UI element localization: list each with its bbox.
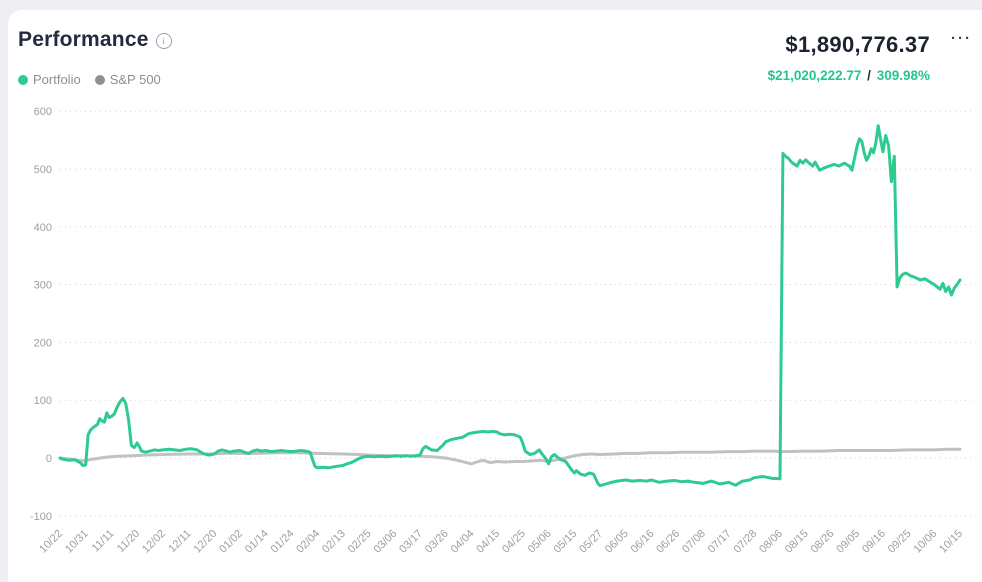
sp500-line xyxy=(58,447,962,466)
x-axis-label: 01/14 xyxy=(243,528,271,556)
x-axis-label: 03/17 xyxy=(397,528,425,556)
gain-percent: 309.98% xyxy=(876,68,930,83)
x-axis-label: 05/06 xyxy=(526,528,554,556)
performance-card: Performance i $1,890,776.37 ··· $21,020,… xyxy=(8,10,982,582)
legend-item-portfolio[interactable]: Portfolio xyxy=(18,72,81,87)
portfolio-dot-icon xyxy=(18,74,28,85)
y-axis-label: 600 xyxy=(34,106,52,118)
x-axis-label: 03/26 xyxy=(423,528,451,556)
performance-chart[interactable]: 600 500 400 300 200 100 0 -100 10/2210/3111/1111… xyxy=(8,100,982,582)
x-axis-label: 12/02 xyxy=(140,528,168,556)
portfolio-total-value: $1,890,776.37 xyxy=(785,32,930,57)
y-axis-label: 100 xyxy=(34,395,52,407)
x-axis-label: 10/06 xyxy=(911,528,939,556)
x-axis-label: 08/26 xyxy=(809,528,837,556)
x-axis-label: 11/11 xyxy=(90,528,117,555)
info-icon[interactable]: i xyxy=(155,33,172,49)
x-axis-label: 05/27 xyxy=(577,528,605,556)
legend-label-portfolio: Portfolio xyxy=(33,72,81,87)
x-axis-label: 01/02 xyxy=(217,528,245,556)
x-axis-label: 02/25 xyxy=(346,528,374,556)
x-axis-label: 07/08 xyxy=(680,528,708,556)
chart-legend: Portfolio S&P 500 xyxy=(18,72,161,87)
y-axis-label: 200 xyxy=(34,337,52,349)
x-axis-label: 11/20 xyxy=(115,528,142,555)
card-header: Performance i xyxy=(18,28,172,52)
x-axis-label: 01/24 xyxy=(269,528,297,556)
y-axis-label: 400 xyxy=(34,222,52,234)
x-axis-label: 12/20 xyxy=(191,528,219,556)
portfolio-line xyxy=(58,124,962,488)
legend-item-sp500[interactable]: S&P 500 xyxy=(94,72,161,87)
x-axis-label: 07/28 xyxy=(731,528,759,556)
x-axis-label: 08/15 xyxy=(783,528,811,556)
x-axis-label: 04/04 xyxy=(449,528,477,556)
more-options-button[interactable]: ··· xyxy=(951,30,972,47)
x-axis-label: 06/16 xyxy=(629,528,657,556)
gain-summary: $21,020,222.77 / 309.98% xyxy=(768,68,930,83)
x-axis-label: 05/15 xyxy=(551,528,579,556)
x-axis-label: 09/16 xyxy=(860,528,888,556)
x-axis-label: 09/25 xyxy=(886,528,914,556)
x-axis-label: 12/11 xyxy=(166,528,193,555)
x-axis-label: 08/06 xyxy=(757,528,785,556)
x-axis-label: 09/05 xyxy=(834,528,862,556)
x-axis-label: 07/17 xyxy=(706,528,734,556)
x-axis-label: 03/06 xyxy=(371,528,399,556)
x-axis-label: 02/04 xyxy=(294,528,322,556)
page-title: Performance xyxy=(18,28,149,51)
x-axis-label: 04/15 xyxy=(474,528,502,556)
legend-label-sp500: S&P 500 xyxy=(109,72,161,87)
gain-separator: / xyxy=(867,68,871,83)
x-axis-label: 02/13 xyxy=(320,528,348,556)
y-axis-label: 0 xyxy=(46,453,52,465)
x-axis-label: 10/31 xyxy=(63,528,91,556)
x-axis-label: 04/25 xyxy=(500,528,528,556)
gain-amount: $21,020,222.77 xyxy=(767,68,862,83)
y-axis-label: 300 xyxy=(34,280,52,292)
x-axis-label: 06/26 xyxy=(654,528,682,556)
sp500-dot-icon xyxy=(94,74,105,85)
y-axis-label: 500 xyxy=(34,164,52,176)
y-axis-label: -100 xyxy=(30,511,52,523)
x-axis-label: 06/05 xyxy=(603,528,631,556)
x-axis-label: 10/22 xyxy=(37,528,65,556)
x-axis-label: 10/15 xyxy=(937,528,965,556)
